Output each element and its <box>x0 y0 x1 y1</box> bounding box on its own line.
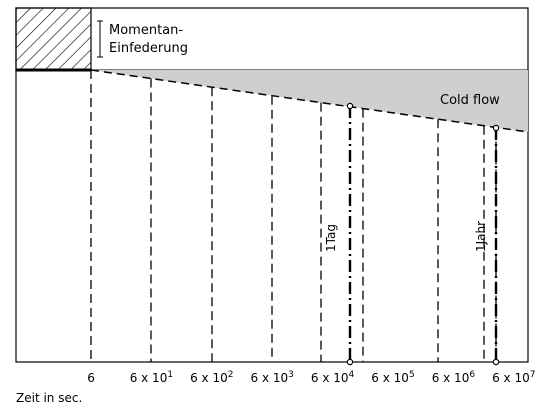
tick-labels: 6 6 x 101 6 x 102 6 x 103 6 x 104 6 x 105 6 x … <box>87 370 535 385</box>
instant-label-line2: Einfederung <box>109 41 188 56</box>
cold-flow-label: Cold flow <box>440 93 500 108</box>
tick-label-7: 6 x 107 <box>492 370 535 385</box>
axis-title: Zeit in sec. <box>16 391 82 405</box>
day-marker-top <box>346 102 354 110</box>
year-marker-bottom <box>492 358 500 366</box>
tick-label-5: 6 x 105 <box>371 370 414 385</box>
tick-label-3: 6 x 103 <box>251 370 294 385</box>
tick-label-0: 6 <box>87 371 95 385</box>
tick-label-6: 6 x 106 <box>432 370 476 385</box>
year-marker-top <box>492 124 500 132</box>
time-lines <box>90 70 497 362</box>
year-label: 1Jahr <box>474 221 488 252</box>
tick-label-4: 6 x 104 <box>311 370 355 385</box>
instant-label-line1: Momentan- <box>109 23 183 38</box>
tick-label-1: 6 x 101 <box>130 370 173 385</box>
day-marker-bottom <box>346 358 354 366</box>
hatched-block <box>15 7 92 71</box>
day-label: 1Tag <box>324 224 338 252</box>
tick-label-2: 6 x 102 <box>190 370 233 385</box>
creep-curve <box>90 69 529 133</box>
